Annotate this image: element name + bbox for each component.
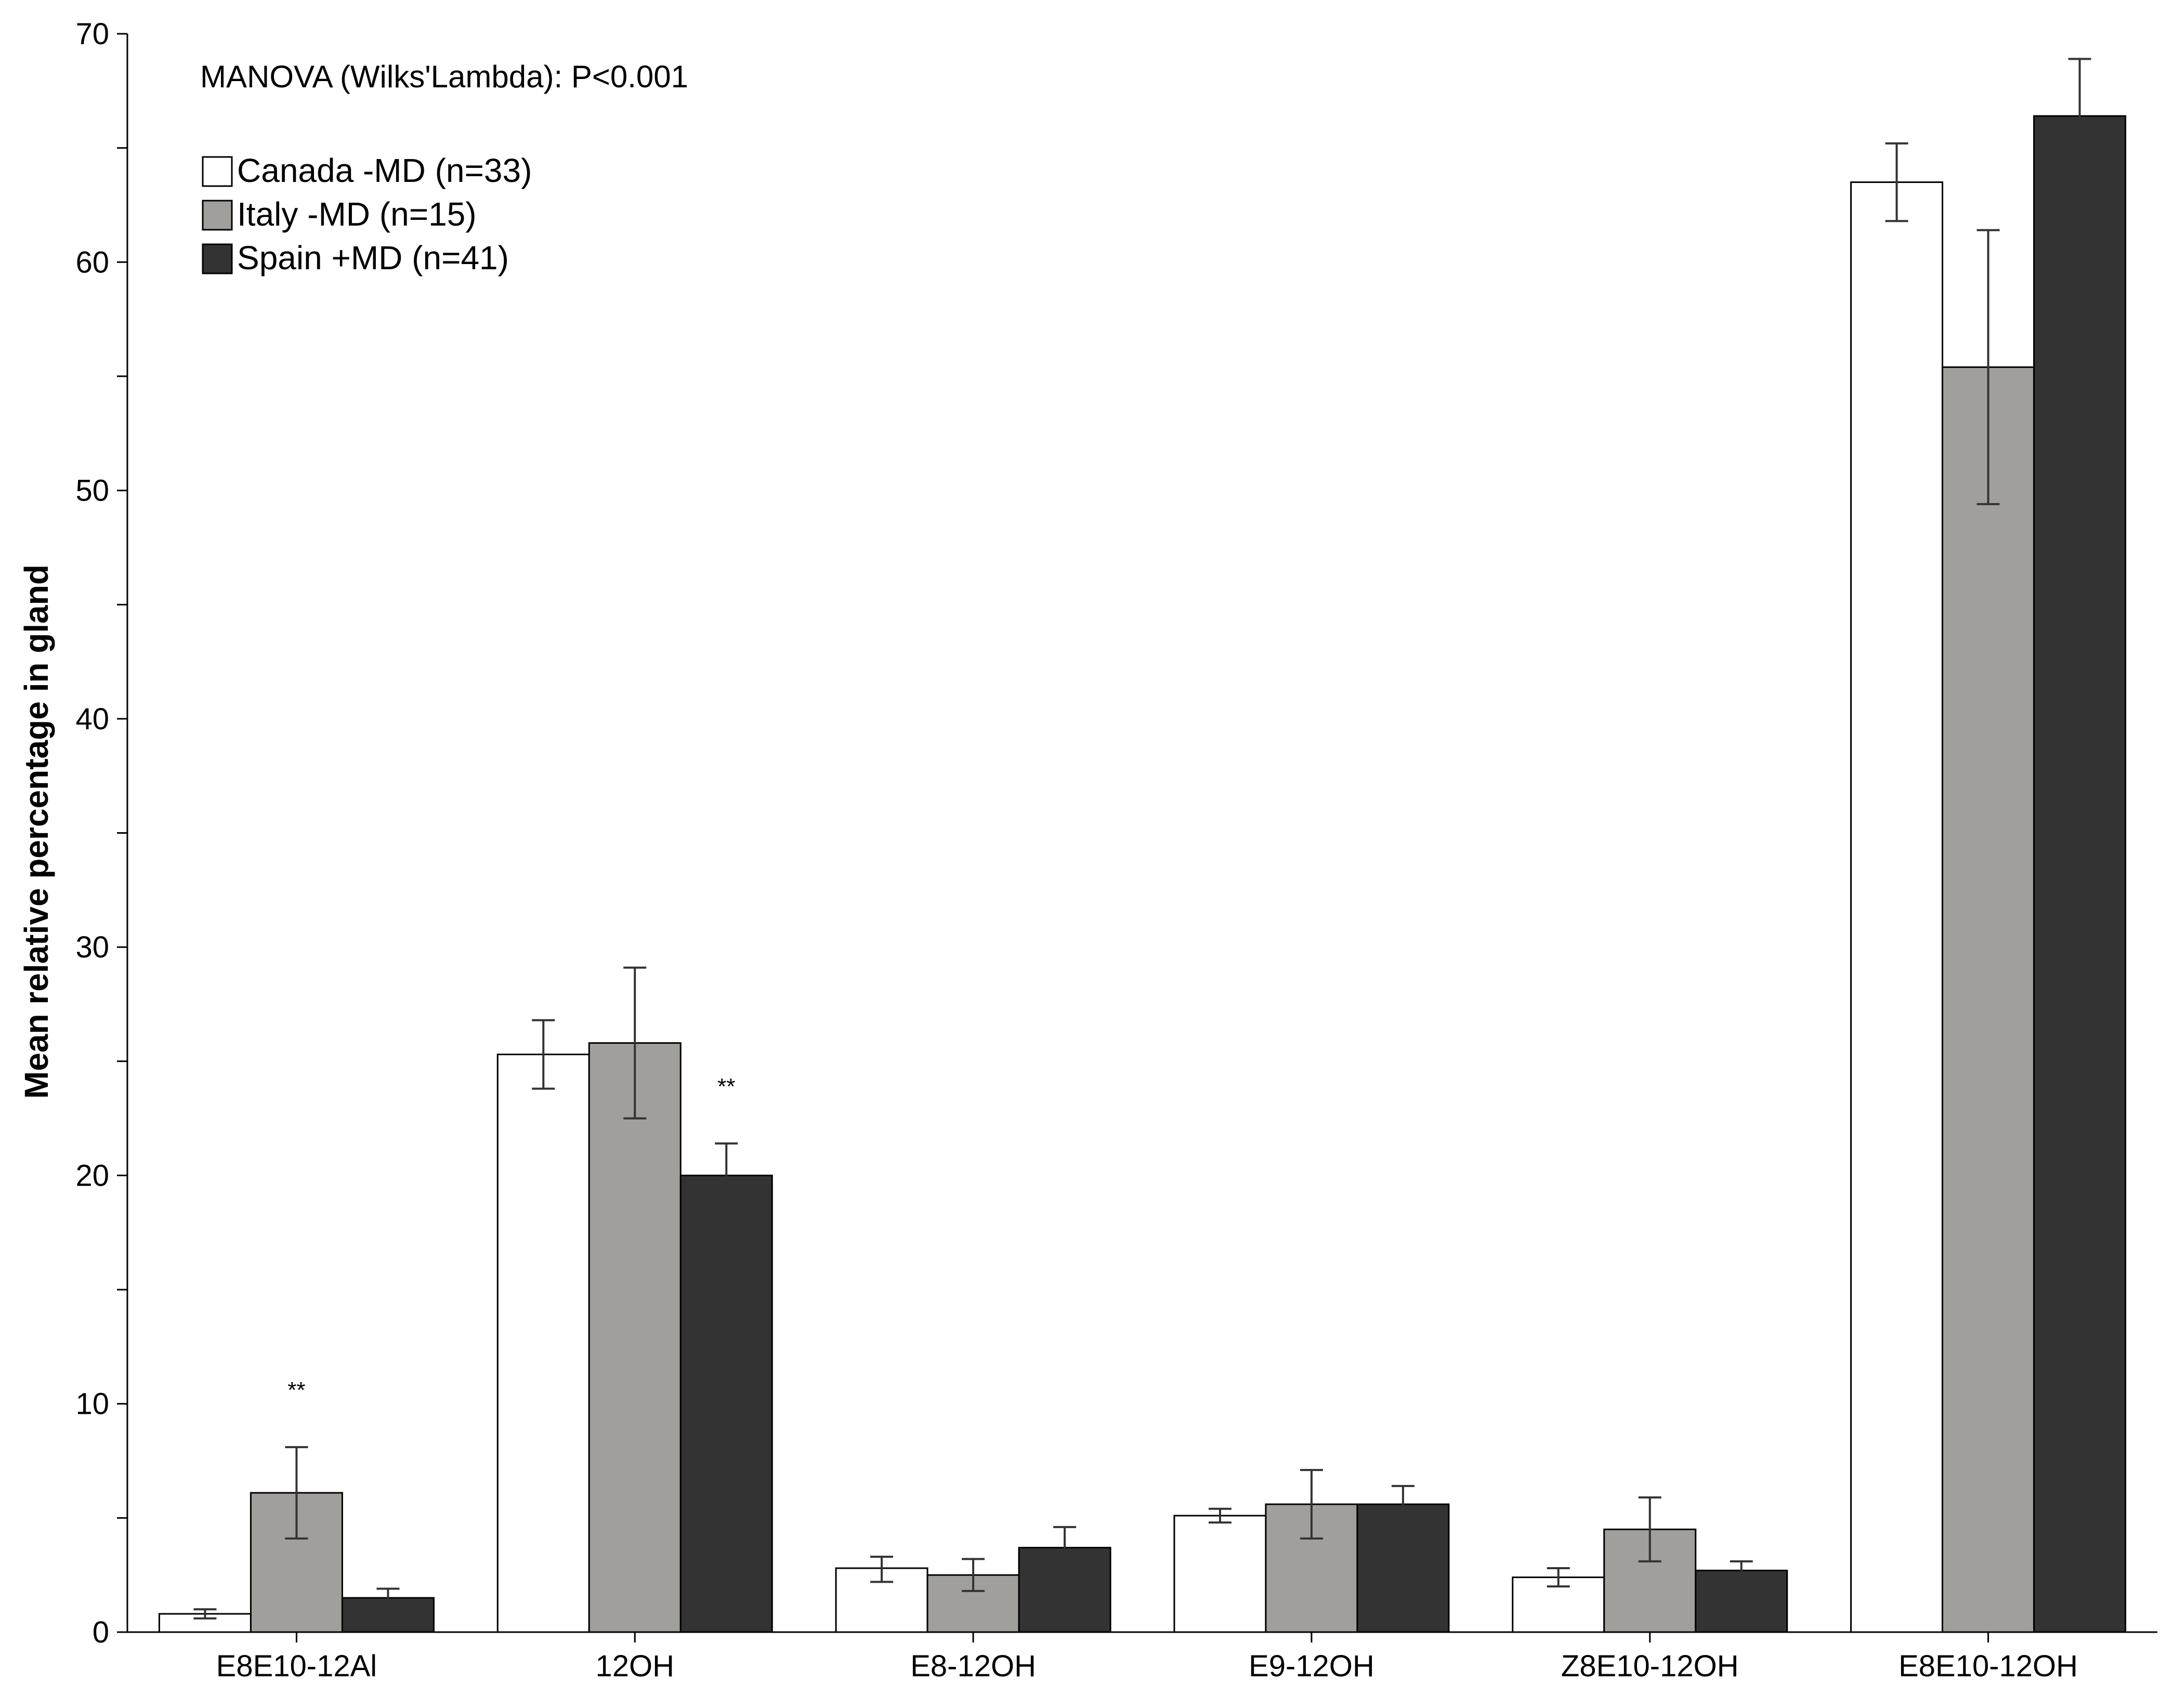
chart-annotation: MANOVA (Wilks'Lambda): P<0.001 <box>200 59 688 94</box>
x-tick-label: E9-12OH <box>1249 1649 1374 1683</box>
y-tick-label: 40 <box>75 702 109 736</box>
bar <box>1695 1569 1788 1633</box>
y-axis-label: Mean relative percentage in gland <box>18 564 55 1099</box>
bar <box>926 1574 1020 1633</box>
y-tick-label: 70 <box>75 17 109 51</box>
bar <box>1850 181 1944 1633</box>
bar <box>679 1174 773 1633</box>
bar <box>496 1054 590 1633</box>
y-tick-label: 0 <box>93 1615 109 1649</box>
x-tick-label: 12OH <box>595 1649 674 1683</box>
legend-label: Spain +MD (n=41) <box>237 239 509 277</box>
bar <box>1942 366 2035 1633</box>
significance-mark: ** <box>287 1377 305 1403</box>
bar <box>1356 1503 1450 1633</box>
x-tick-label: E8E10-12Al <box>216 1649 377 1683</box>
bar <box>1173 1515 1267 1633</box>
legend-label: Italy -MD (n=15) <box>237 195 477 233</box>
y-tick-label: 60 <box>75 245 109 279</box>
x-tick-label: E8-12OH <box>910 1649 1036 1683</box>
significance-mark: ** <box>717 1074 735 1099</box>
bar <box>2033 115 2127 1633</box>
y-tick-label: 20 <box>75 1159 109 1192</box>
y-tick-label: 30 <box>75 930 109 964</box>
y-tick-label: 10 <box>75 1387 109 1421</box>
legend-swatch <box>202 243 233 274</box>
x-tick-label: Z8E10-12OH <box>1561 1649 1739 1683</box>
legend-swatch <box>202 200 233 231</box>
legend: Canada -MD (n=33) Italy -MD (n=15) Spain +… <box>202 152 532 277</box>
bar <box>588 1042 682 1633</box>
y-tick-label: 50 <box>75 474 109 508</box>
legend-swatch <box>202 156 233 187</box>
x-tick-label: E8E10-12OH <box>1898 1649 2078 1683</box>
legend-label: Canada -MD (n=33) <box>237 152 532 189</box>
